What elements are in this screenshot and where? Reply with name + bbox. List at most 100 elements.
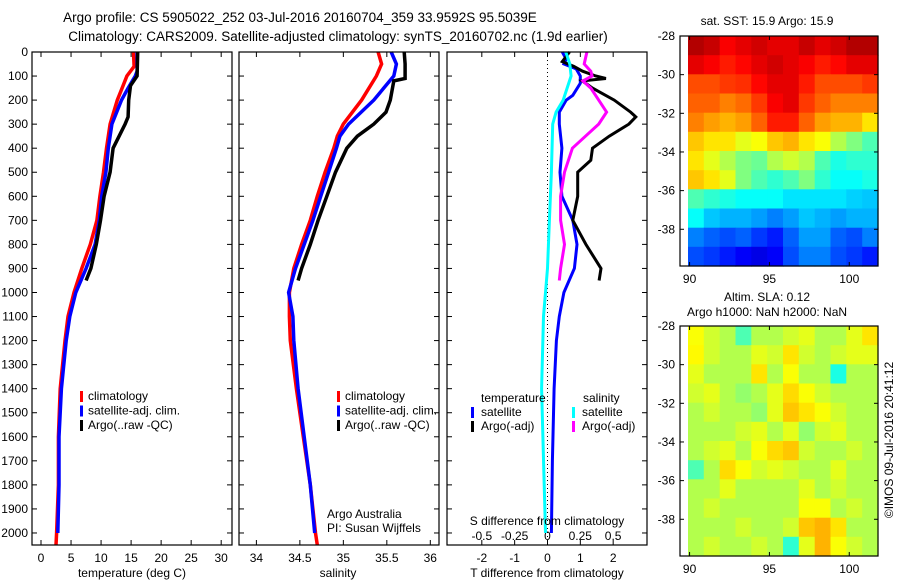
legend-swatch xyxy=(471,421,474,432)
y-tick-label: 200 xyxy=(8,93,28,107)
map-cell xyxy=(735,383,752,404)
imos-timestamp: ©IMOS 09-Jul-2016 20:41:12 xyxy=(882,362,896,519)
y-tick-label: 900 xyxy=(8,261,28,275)
map-cell xyxy=(767,74,784,95)
map-cell xyxy=(688,131,705,152)
map-cell xyxy=(846,364,863,385)
difference-panel: -2 -1 0 1 2 -0.5 -0.25 0 0.25 0.5 temperature salin… xyxy=(446,51,648,565)
map-cell xyxy=(767,93,784,114)
map-cell xyxy=(830,421,847,442)
map-cell xyxy=(830,93,847,114)
map-cell xyxy=(846,227,863,248)
map-cell xyxy=(783,55,800,75)
map-cell xyxy=(846,517,863,538)
map-cell xyxy=(846,402,863,423)
map-cell xyxy=(846,189,863,210)
map-cell xyxy=(767,460,784,480)
map-cell xyxy=(814,189,832,210)
map-cell xyxy=(830,345,847,365)
credit-line-1: Argo Australia xyxy=(327,507,402,521)
y-tick-label: -34 xyxy=(658,145,676,159)
map-cell xyxy=(751,441,768,461)
y-tick-label: 2000 xyxy=(1,526,28,540)
map-cell xyxy=(719,93,737,114)
map-cell xyxy=(767,131,784,152)
y-tick-label: -34 xyxy=(658,435,676,449)
map-cell xyxy=(798,441,816,461)
x-tick-label: 35.5 xyxy=(375,551,399,565)
map-cell xyxy=(688,170,705,190)
map-cell xyxy=(798,536,816,557)
map-cell xyxy=(783,460,800,480)
map-cell xyxy=(798,498,816,519)
map-cell xyxy=(688,93,705,114)
map-cell xyxy=(783,112,800,133)
map-cell xyxy=(767,421,784,442)
map-cell xyxy=(830,131,847,152)
map-cell xyxy=(767,208,784,229)
legend-swatch xyxy=(80,405,83,417)
map-cell xyxy=(783,208,800,229)
x-tick-label: 2 xyxy=(610,551,617,565)
y-tick-label: -32 xyxy=(658,396,676,410)
legend-header-temperature: temperature xyxy=(481,391,546,405)
map-cell xyxy=(798,189,816,210)
legend-header-salinity: salinity xyxy=(583,391,620,405)
map-cell xyxy=(688,345,705,365)
map-cell xyxy=(703,421,721,442)
map-cell xyxy=(830,189,847,210)
map-cell xyxy=(735,246,752,267)
map-cell xyxy=(814,208,832,229)
map-cell xyxy=(703,326,721,346)
map-cell xyxy=(719,326,737,346)
map-cell xyxy=(719,246,737,267)
map-cell xyxy=(751,74,768,95)
map-cell xyxy=(862,74,879,95)
map-cell xyxy=(814,460,832,480)
map-cell xyxy=(767,246,784,267)
map-cell xyxy=(751,208,768,229)
map-cell xyxy=(688,36,705,56)
legend-swatch xyxy=(337,405,340,417)
legend-label: Argo(..raw -QC) xyxy=(345,418,430,432)
map-cell xyxy=(830,479,847,500)
map-cell xyxy=(703,93,721,114)
map-cell xyxy=(719,421,737,442)
y-tick-label: 800 xyxy=(8,237,28,251)
map-cell xyxy=(862,208,879,229)
map-cell xyxy=(862,536,879,557)
map-cell xyxy=(688,517,705,538)
map-cell xyxy=(688,364,705,385)
map-cell xyxy=(783,479,800,500)
map-cell xyxy=(862,112,879,133)
map-cell xyxy=(862,227,879,248)
map-cell xyxy=(783,536,800,557)
plot-frame xyxy=(238,51,440,546)
temperature-panel: 0 5 10 15 20 25 300100200300400500600700800900… xyxy=(1,45,233,565)
map-cell xyxy=(688,55,705,75)
map-cell xyxy=(862,151,879,171)
y-tick-label: 1500 xyxy=(1,406,28,420)
legend-swatch xyxy=(572,421,575,432)
sst-map-title: sat. SST: 15.9 Argo: 15.9 xyxy=(701,14,834,28)
map-cell xyxy=(783,74,800,95)
map-cell xyxy=(735,227,752,248)
x-tick-label: 35 xyxy=(337,551,351,565)
map-cell xyxy=(719,208,737,229)
map-cell xyxy=(703,227,721,248)
map-cell xyxy=(814,517,832,538)
x-tick-label: 100 xyxy=(839,562,859,576)
map-cell xyxy=(846,74,863,95)
map-cell xyxy=(830,460,847,480)
map-cell xyxy=(735,112,752,133)
map-cell xyxy=(846,383,863,404)
map-cell xyxy=(767,151,784,171)
map-cell xyxy=(783,402,800,423)
map-cell xyxy=(735,364,752,385)
map-cell xyxy=(719,402,737,423)
map-cell xyxy=(703,536,721,557)
map-cell xyxy=(830,383,847,404)
map-cell xyxy=(751,460,768,480)
xlabel-salinity: salinity xyxy=(320,566,357,580)
